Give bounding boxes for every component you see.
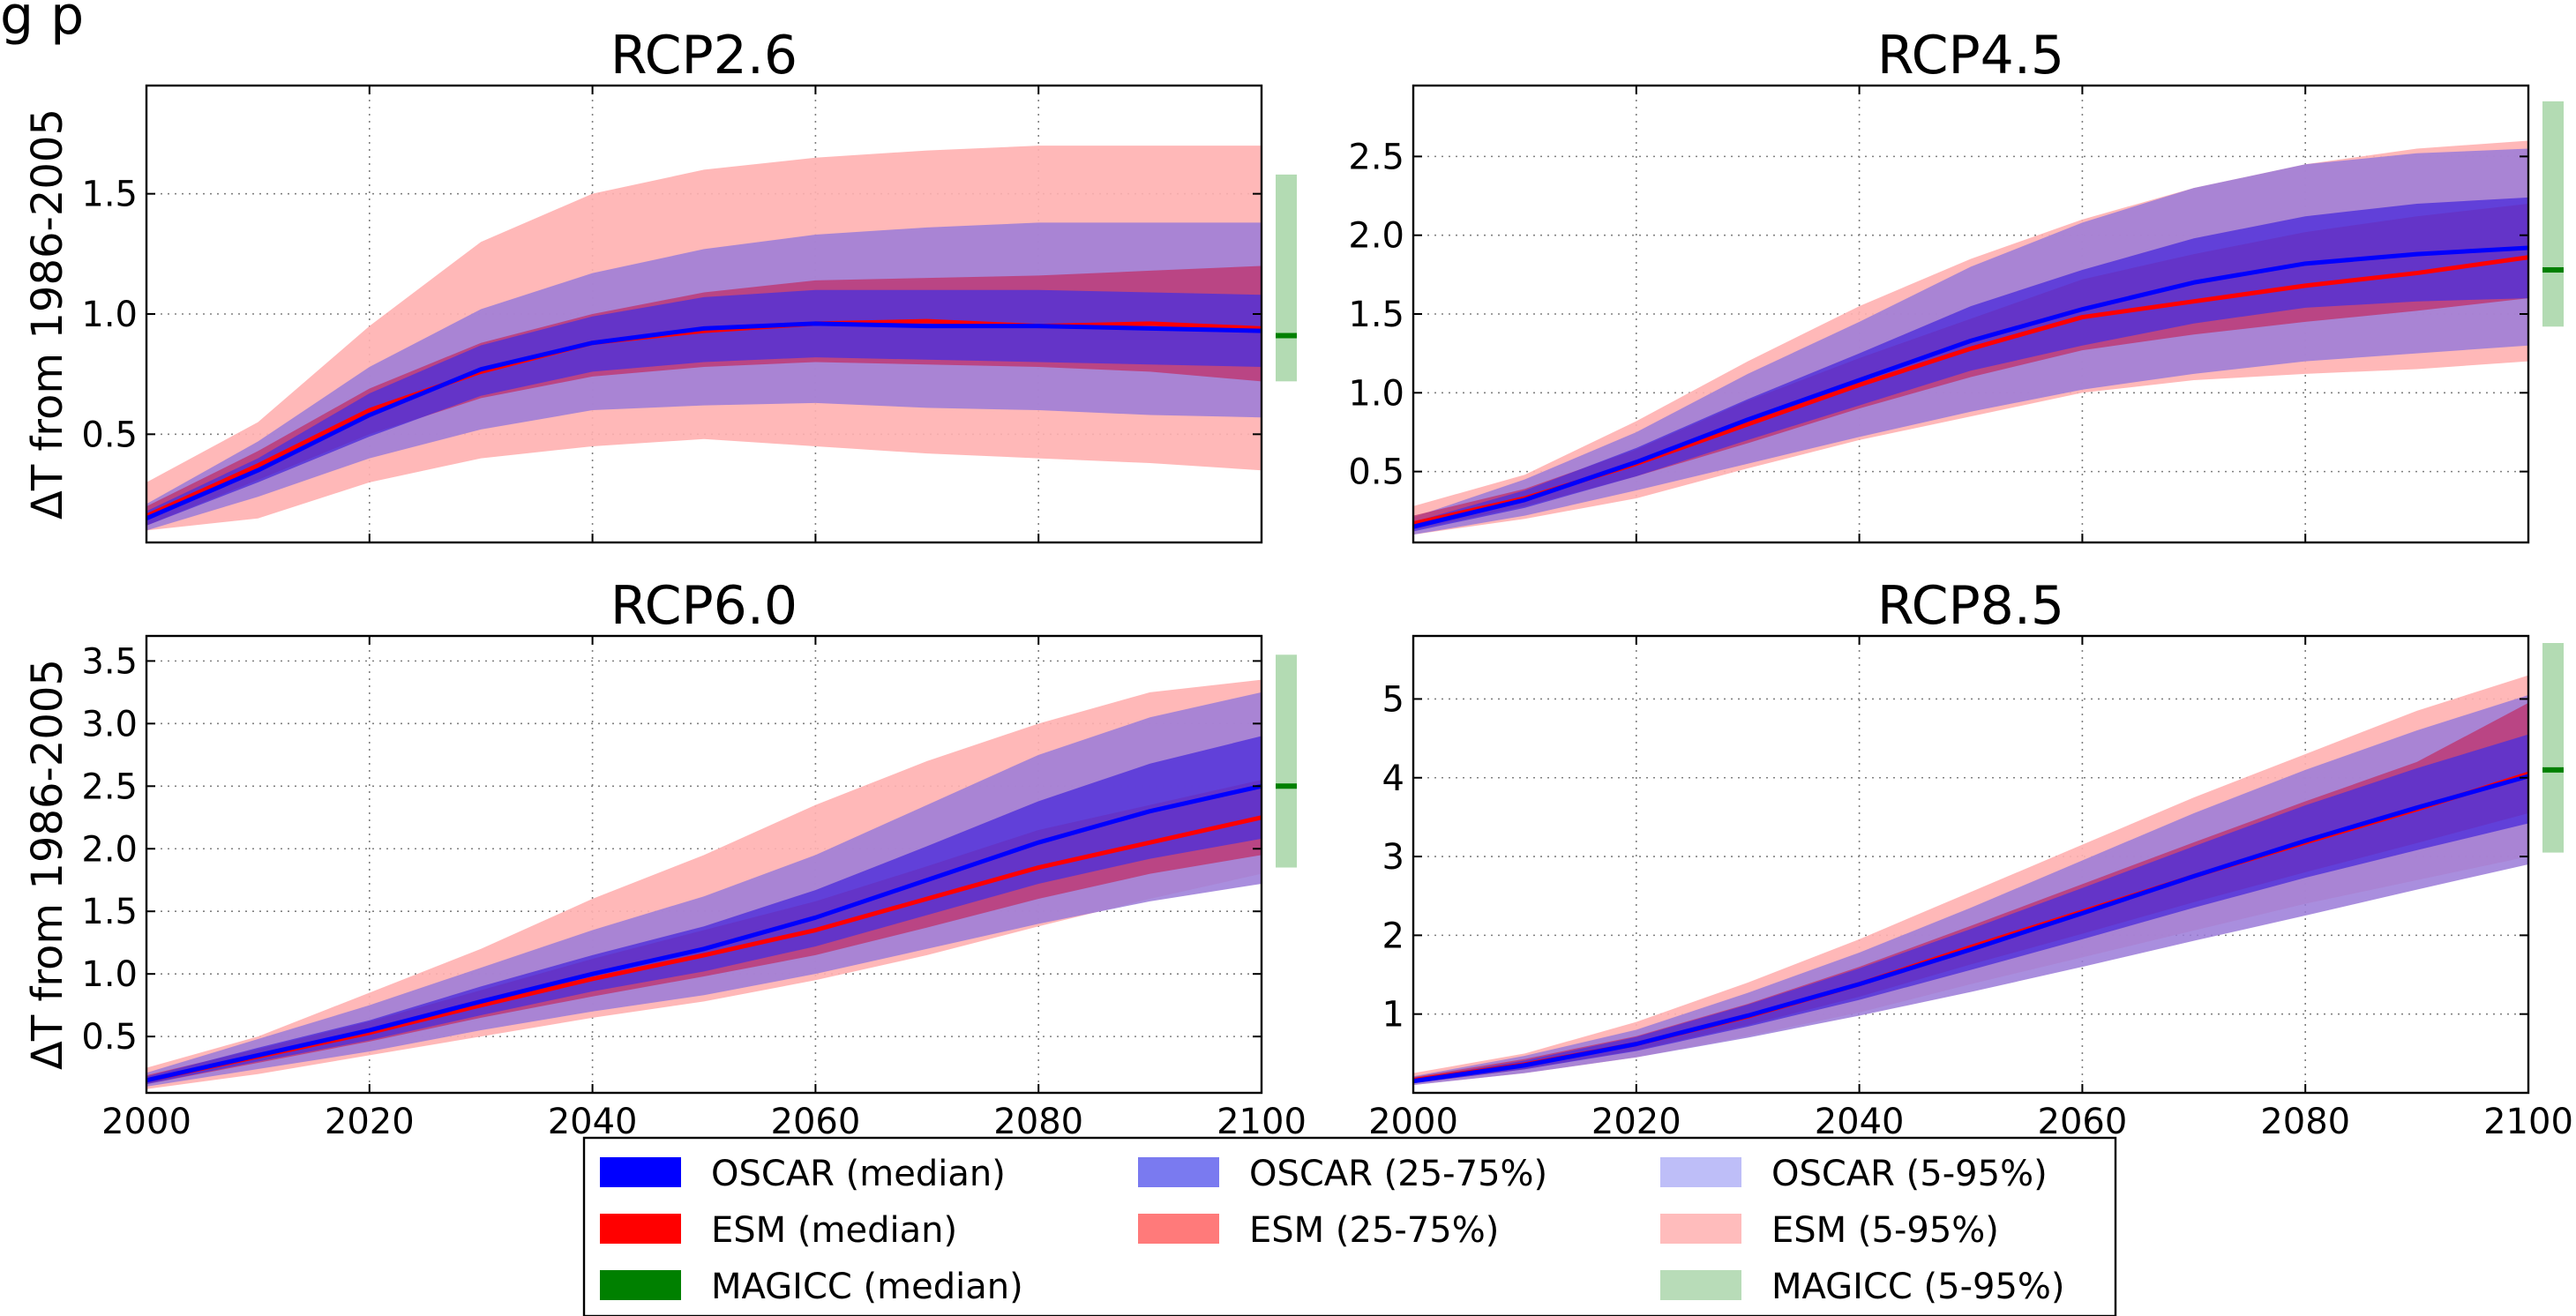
legend-label: ESM (25-75%) (1249, 1210, 1499, 1251)
band-esm-5-95 (1413, 675, 2528, 1086)
y-tick-label: 1.5 (81, 175, 138, 215)
magicc-5-95-bar (1276, 654, 1297, 868)
legend-label: ESM (5-95%) (1771, 1210, 1999, 1251)
x-tick-label: 2040 (1815, 1102, 1905, 1142)
legend-swatch (1138, 1214, 1219, 1244)
band-oscar-25-75 (146, 736, 1262, 1085)
panel-title: RCP4.5 (1877, 25, 2064, 86)
x-tick-label: 2080 (2260, 1102, 2350, 1142)
legend-item-magicc-median: MAGICC (median) (600, 1267, 1023, 1307)
y-tick-label: 2.5 (1348, 137, 1404, 177)
y-tick-label: 0.5 (1348, 452, 1404, 493)
panel-title: RCP6.0 (610, 575, 798, 637)
legend-swatch (1660, 1157, 1741, 1187)
legend-swatch (1138, 1157, 1219, 1187)
y-tick-label: 3.0 (81, 704, 138, 744)
legend-item-magicc-5-95: MAGICC (5-95%) (1660, 1267, 2065, 1307)
magicc-5-95-bar (1276, 174, 1297, 382)
x-tick-label: 2100 (1217, 1102, 1307, 1142)
legend-swatch (600, 1214, 681, 1244)
legend-label: MAGICC (median) (711, 1267, 1023, 1307)
y-tick-label: 2.0 (1348, 216, 1404, 257)
y-tick-label: 4 (1382, 759, 1404, 799)
x-tick-label: 2100 (2483, 1102, 2573, 1142)
y-tick-label: 1.5 (1348, 295, 1404, 335)
y-tick-label: 1 (1382, 995, 1404, 1036)
panel-title: RCP2.6 (610, 25, 798, 86)
legend-item-oscar-5-95: OSCAR (5-95%) (1660, 1154, 2048, 1194)
y-tick-label: 1.0 (1348, 373, 1404, 414)
x-tick-label: 2000 (101, 1102, 191, 1142)
line-oscar-median (146, 321, 1262, 521)
y-tick-label: 1.5 (81, 892, 138, 932)
y-tick-label: 5 (1382, 679, 1404, 720)
y-tick-label: 3.5 (81, 641, 138, 682)
y-tick-label: 1.0 (81, 295, 138, 335)
plot-area (1413, 86, 2528, 542)
legend-frame (582, 1136, 2117, 1316)
x-tick-label: 2060 (771, 1102, 861, 1142)
band-oscar-25-75 (146, 289, 1262, 526)
band-oscar-25-75 (1413, 197, 2528, 532)
legend-swatch (600, 1270, 681, 1300)
legend-item-esm-25-75: ESM (25-75%) (1138, 1210, 1499, 1251)
legend-label: OSCAR (25-75%) (1249, 1154, 1547, 1194)
panel-rcp2-6: 0.5 1.0 1.5 RCP2.6 ΔT from 1986-2005 (23, 25, 1297, 544)
x-tick-label: 2020 (325, 1102, 415, 1142)
band-oscar-5-95 (146, 692, 1262, 1087)
y-tick-label: 2 (1382, 916, 1404, 956)
legend-swatch (600, 1157, 681, 1187)
line-oscar-median (146, 783, 1262, 1083)
legend-swatch (1660, 1270, 1741, 1300)
band-oscar-25-75 (1413, 734, 2528, 1084)
y-axis-label: ΔT from 1986-2005 (23, 108, 72, 520)
plot-area (146, 86, 1262, 542)
panel-title: RCP8.5 (1877, 575, 2064, 637)
line-oscar-median (1413, 774, 2528, 1084)
y-axis-label: ΔT from 1986-2005 (23, 659, 72, 1070)
legend-item-oscar-median: OSCAR (median) (600, 1154, 1006, 1194)
y-tick-label: 3 (1382, 837, 1404, 878)
magicc-5-95-bar (2542, 643, 2564, 853)
magicc-5-95-bar (2542, 101, 2564, 327)
plot-area (1413, 636, 2528, 1093)
legend-item-esm-5-95: ESM (5-95%) (1660, 1210, 1999, 1251)
y-tick-label: 1.0 (81, 954, 138, 995)
panel-rcp4-5: 0.5 1.0 1.5 2.0 2.5 RCP4.5 (1348, 25, 2564, 544)
x-tick-label: 2080 (993, 1102, 1083, 1142)
legend-label: ESM (median) (711, 1210, 957, 1251)
x-tick-label: 2000 (1368, 1102, 1458, 1142)
figure-partial-header: g p (0, 0, 84, 47)
legend: OSCAR (median) OSCAR (25-75%) OSCAR (5-95%… (582, 1136, 2117, 1316)
plot-area (146, 636, 1262, 1093)
x-tick-label: 2060 (2038, 1102, 2128, 1142)
y-tick-label: 0.5 (81, 1017, 138, 1058)
legend-item-esm-median: ESM (median) (600, 1210, 957, 1251)
y-tick-label: 0.5 (81, 415, 138, 455)
legend-item-oscar-25-75: OSCAR (25-75%) (1138, 1154, 1547, 1194)
legend-label: MAGICC (5-95%) (1771, 1267, 2065, 1307)
legend-swatch (1660, 1214, 1741, 1244)
legend-label: OSCAR (median) (711, 1154, 1006, 1194)
y-tick-label: 2.0 (81, 829, 138, 870)
axes-frame (145, 634, 1263, 1095)
axes-frame (1412, 634, 2530, 1095)
y-tick-label: 2.5 (81, 766, 138, 807)
x-tick-label: 2040 (548, 1102, 638, 1142)
panel-rcp8-5: 2000 2020 2040 2060 2080 2100 1 2 3 4 5 RCP8.5 (1368, 575, 2573, 1142)
band-oscar-5-95 (1413, 694, 2528, 1086)
line-oscar-median (1413, 245, 2528, 529)
legend-label: OSCAR (5-95%) (1771, 1154, 2048, 1194)
panel-rcp6-0: 2000 2020 2040 2060 2080 2100 0.5 1.0 1.5 2.0 2.5 3… (23, 575, 1307, 1142)
x-tick-label: 2020 (1591, 1102, 1681, 1142)
